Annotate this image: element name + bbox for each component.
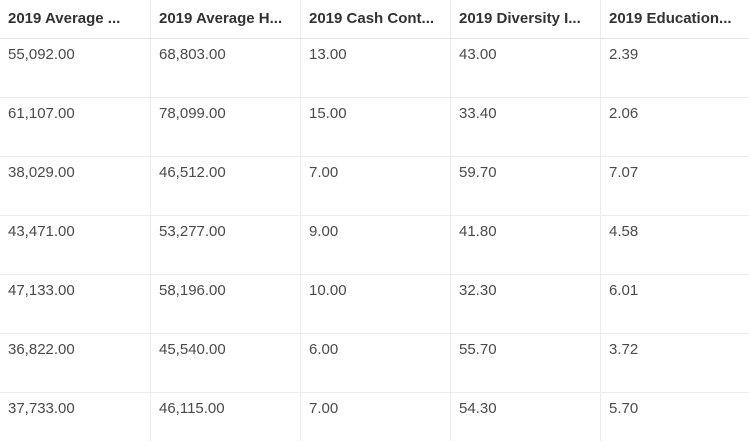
table-cell: 43.00 <box>451 39 601 98</box>
table-cell: 10.00 <box>301 275 451 334</box>
table-cell: 9.00 <box>301 216 451 275</box>
table-cell: 55.70 <box>451 334 601 393</box>
table-cell: 37,733.00 <box>0 393 151 441</box>
table-cell: 55,092.00 <box>0 39 151 98</box>
table-cell: 68,803.00 <box>151 39 301 98</box>
table-cell: 7.07 <box>609 164 639 181</box>
table-cell: 53,277.00 <box>151 216 301 275</box>
table-cell: 33.40 <box>451 98 601 157</box>
table-row[interactable]: 43,471.00 53,277.00 9.00 41.80 4.58 <box>0 216 749 275</box>
table-cell: 32.30 <box>451 275 601 334</box>
table-row[interactable]: 61,107.00 78,099.00 15.00 33.40 2.06 <box>0 98 749 157</box>
table-cell: 36,822.00 <box>0 334 151 393</box>
table-cell: 7.00 <box>301 393 451 441</box>
column-header-2019-average[interactable]: 2019 Average ... <box>0 0 151 38</box>
table-row[interactable]: 47,133.00 58,196.00 10.00 32.30 6.01 <box>0 275 749 334</box>
table-cell: 5.70 <box>609 400 639 417</box>
column-header-2019-average-h[interactable]: 2019 Average H... <box>151 0 301 38</box>
table-cell: 6.00 <box>301 334 451 393</box>
table-cell: 46,512.00 <box>151 157 301 216</box>
table-cell: 58,196.00 <box>151 275 301 334</box>
table-header: 2019 Average ... 2019 Average H... 2019 … <box>0 0 749 39</box>
table-cell: 2.06 <box>609 105 639 122</box>
table-cell: 38,029.00 <box>0 157 151 216</box>
table-cell: 6.01 <box>609 282 639 299</box>
table-cell: 15.00 <box>301 98 451 157</box>
table-cell: 54.30 <box>451 393 601 441</box>
table-cell: 46,115.00 <box>151 393 301 441</box>
table-cell: 47,133.00 <box>0 275 151 334</box>
column-header-2019-diversity[interactable]: 2019 Diversity I... <box>451 0 601 38</box>
table-cell: 7.00 <box>301 157 451 216</box>
table-cell: 4.58 <box>609 223 639 240</box>
table-row[interactable]: 55,092.00 68,803.00 13.00 43.00 2.39 <box>0 39 749 98</box>
table-cell: 3.72 <box>609 341 639 358</box>
table-row[interactable]: 36,822.00 45,540.00 6.00 55.70 3.72 <box>0 334 749 393</box>
table-cell: 2.39 <box>609 46 639 63</box>
table-cell: 61,107.00 <box>0 98 151 157</box>
table-cell: 59.70 <box>451 157 601 216</box>
table-cell: 41.80 <box>451 216 601 275</box>
table-row[interactable]: 38,029.00 46,512.00 7.00 59.70 7.07 <box>0 157 749 216</box>
column-header-2019-education[interactable]: 2019 Education... <box>609 10 732 27</box>
column-header-2019-cash-cont[interactable]: 2019 Cash Cont... <box>301 0 451 38</box>
table-cell: 45,540.00 <box>151 334 301 393</box>
table-cell: 13.00 <box>301 39 451 98</box>
table-row[interactable]: 37,733.00 46,115.00 7.00 54.30 5.70 <box>0 393 749 441</box>
table-cell: 78,099.00 <box>151 98 301 157</box>
table-cell: 43,471.00 <box>0 216 151 275</box>
